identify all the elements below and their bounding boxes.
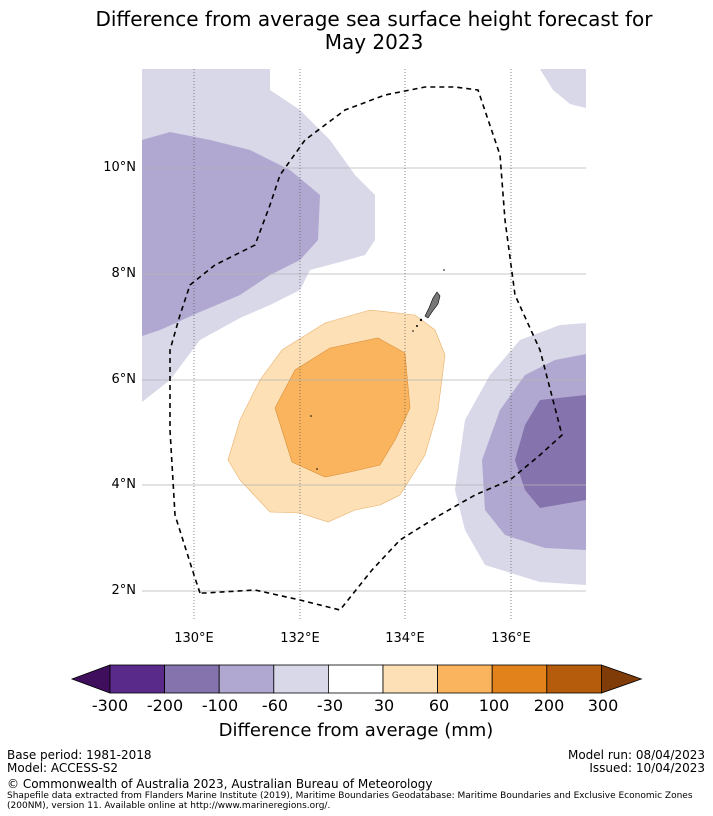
colorbar-tick: 300	[587, 696, 619, 715]
model-run: Model run: 08/04/2023	[567, 748, 705, 762]
colorbar-segment	[327, 664, 384, 694]
colorbar-extend-low	[70, 664, 111, 694]
map-plot-area	[142, 69, 586, 585]
lon-label: 132°E	[280, 631, 320, 646]
palau-islands	[310, 269, 445, 470]
colorbar-tick: -30	[316, 696, 344, 715]
lat-label: 10°N	[103, 160, 136, 175]
model-name: Model: ACCESS-S2	[7, 761, 119, 775]
colorbar-tick: -100	[201, 696, 239, 715]
colorbar-segment	[491, 664, 548, 694]
lat-label: 2°N	[111, 583, 137, 598]
colorbar-tick: -60	[261, 696, 289, 715]
colorbar-segment	[218, 664, 275, 694]
colorbar-tick: -300	[91, 696, 129, 715]
shapefile-credit: Shapefile data extracted from Flanders M…	[7, 791, 693, 811]
colorbar-segment	[437, 664, 493, 694]
colorbar-tick: 60	[428, 696, 450, 715]
colorbar-title: Difference from average (mm)	[218, 720, 494, 741]
colorbar-tick: 200	[533, 696, 565, 715]
copyright: © Commonwealth of Australia 2023, Austra…	[7, 777, 433, 791]
lat-label: 8°N	[111, 266, 137, 281]
lon-label: 136°E	[491, 631, 531, 646]
lon-label: 130°E	[174, 631, 214, 646]
colorbar-segment	[382, 664, 438, 694]
chart-title: Difference from average sea surface heig…	[95, 7, 653, 54]
anomaly-region-pos60	[274, 337, 411, 478]
lat-label: 4°N	[111, 477, 137, 492]
colorbar-segment	[546, 664, 602, 694]
eez-boundary	[169, 86, 563, 611]
colorbar-tick: 30	[373, 696, 395, 715]
colorbar-segment	[109, 664, 165, 694]
lon-label: 134°E	[385, 631, 425, 646]
anomaly-region-neg60-west	[142, 132, 320, 336]
colorbar-tick: -200	[146, 696, 184, 715]
gridlines	[142, 69, 586, 621]
anomaly-region-neg30-ne	[540, 69, 586, 108]
base-period: Base period: 1981-2018	[7, 748, 152, 762]
anomaly-region-neg100-east	[515, 395, 586, 508]
issued-date: Issued: 10/04/2023	[589, 761, 705, 775]
lat-label: 6°N	[111, 372, 137, 387]
colorbar-tick: 100	[478, 696, 510, 715]
colorbar-extend-high	[601, 664, 643, 694]
colorbar-segment	[273, 664, 329, 694]
colorbar-segment	[164, 664, 220, 694]
colorbar	[70, 664, 643, 694]
